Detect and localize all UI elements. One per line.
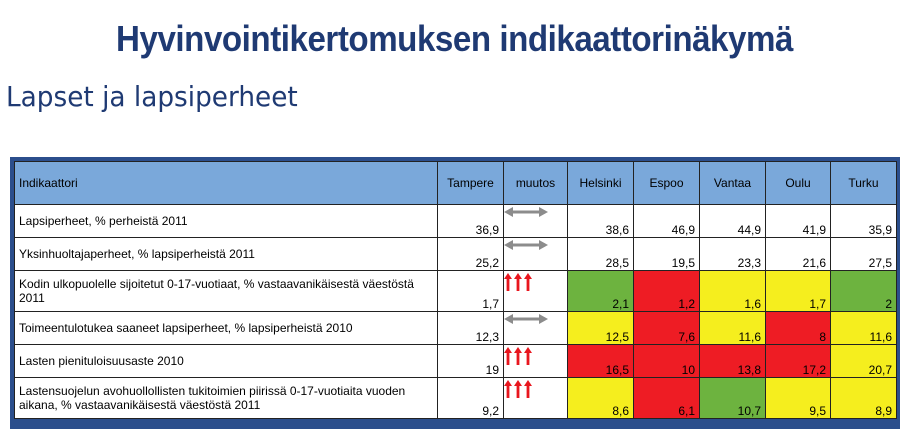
vantaa-value: 23,3 [699, 237, 766, 271]
table-row: Yksinhuoltajaperheet, % lapsiperheistä 2… [14, 237, 897, 271]
indicator-label: Yksinhuoltajaperheet, % lapsiperheistä 2… [14, 237, 438, 271]
oulu-value: 8 [765, 311, 831, 345]
tampere-value: 1,7 [437, 270, 504, 312]
table-row: Toimeentulotukea saaneet lapsiperheet, %… [14, 311, 897, 345]
vantaa-value: 44,9 [699, 204, 766, 238]
tampere-value: 25,2 [437, 237, 504, 271]
col-header-turku: Turku [830, 161, 897, 205]
indicator-label: Kodin ulkopuolelle sijoitetut 0-17-vuoti… [14, 270, 438, 312]
triple-up-arrow-icon [504, 273, 532, 291]
indicator-table: Indikaattori Tampere muutos Helsinki Esp… [14, 161, 897, 419]
tampere-value: 9,2 [437, 377, 504, 419]
table-row: Lasten pienituloisuusaste 2010 19 16,5 1… [14, 344, 897, 378]
table-row: Lapsiperheet, % perheistä 2011 36,9 38,6… [14, 204, 897, 238]
turku-value: 8,9 [830, 377, 897, 419]
tampere-value: 19 [437, 344, 504, 378]
vantaa-value: 10,7 [699, 377, 766, 419]
double-arrow-icon [504, 314, 548, 324]
turku-value: 20,7 [830, 344, 897, 378]
espoo-value: 46,9 [633, 204, 700, 238]
col-header-oulu: Oulu [765, 161, 831, 205]
oulu-value: 9,5 [765, 377, 831, 419]
change-cell [503, 237, 568, 271]
table-header-row: Indikaattori Tampere muutos Helsinki Esp… [14, 161, 897, 205]
vantaa-value: 13,8 [699, 344, 766, 378]
indicator-label: Toimeentulotukea saaneet lapsiperheet, %… [14, 311, 438, 345]
change-cell [503, 204, 568, 238]
vantaa-value: 11,6 [699, 311, 766, 345]
change-cell [503, 311, 568, 345]
helsinki-value: 28,5 [567, 237, 634, 271]
turku-value: 2 [830, 270, 897, 312]
tampere-value: 12,3 [437, 311, 504, 345]
helsinki-value: 16,5 [567, 344, 634, 378]
double-arrow-icon [504, 207, 548, 217]
oulu-value: 1,7 [765, 270, 831, 312]
triple-up-arrow-icon [504, 380, 532, 398]
indicator-label: Lapsiperheet, % perheistä 2011 [14, 204, 438, 238]
col-header-helsinki: Helsinki [567, 161, 634, 205]
turku-value: 27,5 [830, 237, 897, 271]
col-header-vantaa: Vantaa [699, 161, 766, 205]
section-subtitle: Lapset ja lapsiperheet [6, 80, 298, 113]
tampere-value: 36,9 [437, 204, 504, 238]
change-cell [503, 377, 568, 419]
vantaa-value: 1,6 [699, 270, 766, 312]
page-title: Hyvinvointikertomuksen indikaattorinäkym… [116, 18, 793, 59]
col-header-espoo: Espoo [633, 161, 700, 205]
double-arrow-icon [504, 240, 548, 250]
helsinki-value: 2,1 [567, 270, 634, 312]
oulu-value: 21,6 [765, 237, 831, 271]
indicator-label: Lasten pienituloisuusaste 2010 [14, 344, 438, 378]
espoo-value: 1,2 [633, 270, 700, 312]
col-header-indicator: Indikaattori [14, 161, 438, 205]
espoo-value: 6,1 [633, 377, 700, 419]
turku-value: 11,6 [830, 311, 897, 345]
helsinki-value: 12,5 [567, 311, 634, 345]
espoo-value: 19,5 [633, 237, 700, 271]
oulu-value: 41,9 [765, 204, 831, 238]
change-cell [503, 270, 568, 312]
table-row: Lastensuojelun avohuollollisten tukitoim… [14, 377, 897, 419]
change-cell [503, 344, 568, 378]
turku-value: 35,9 [830, 204, 897, 238]
espoo-value: 7,6 [633, 311, 700, 345]
indicator-label: Lastensuojelun avohuollollisten tukitoim… [14, 377, 438, 419]
col-header-change: muutos [503, 161, 568, 205]
espoo-value: 10 [633, 344, 700, 378]
helsinki-value: 38,6 [567, 204, 634, 238]
triple-up-arrow-icon [504, 347, 532, 365]
helsinki-value: 8,6 [567, 377, 634, 419]
col-header-tampere: Tampere [437, 161, 504, 205]
oulu-value: 17,2 [765, 344, 831, 378]
table-row: Kodin ulkopuolelle sijoitetut 0-17-vuoti… [14, 270, 897, 312]
